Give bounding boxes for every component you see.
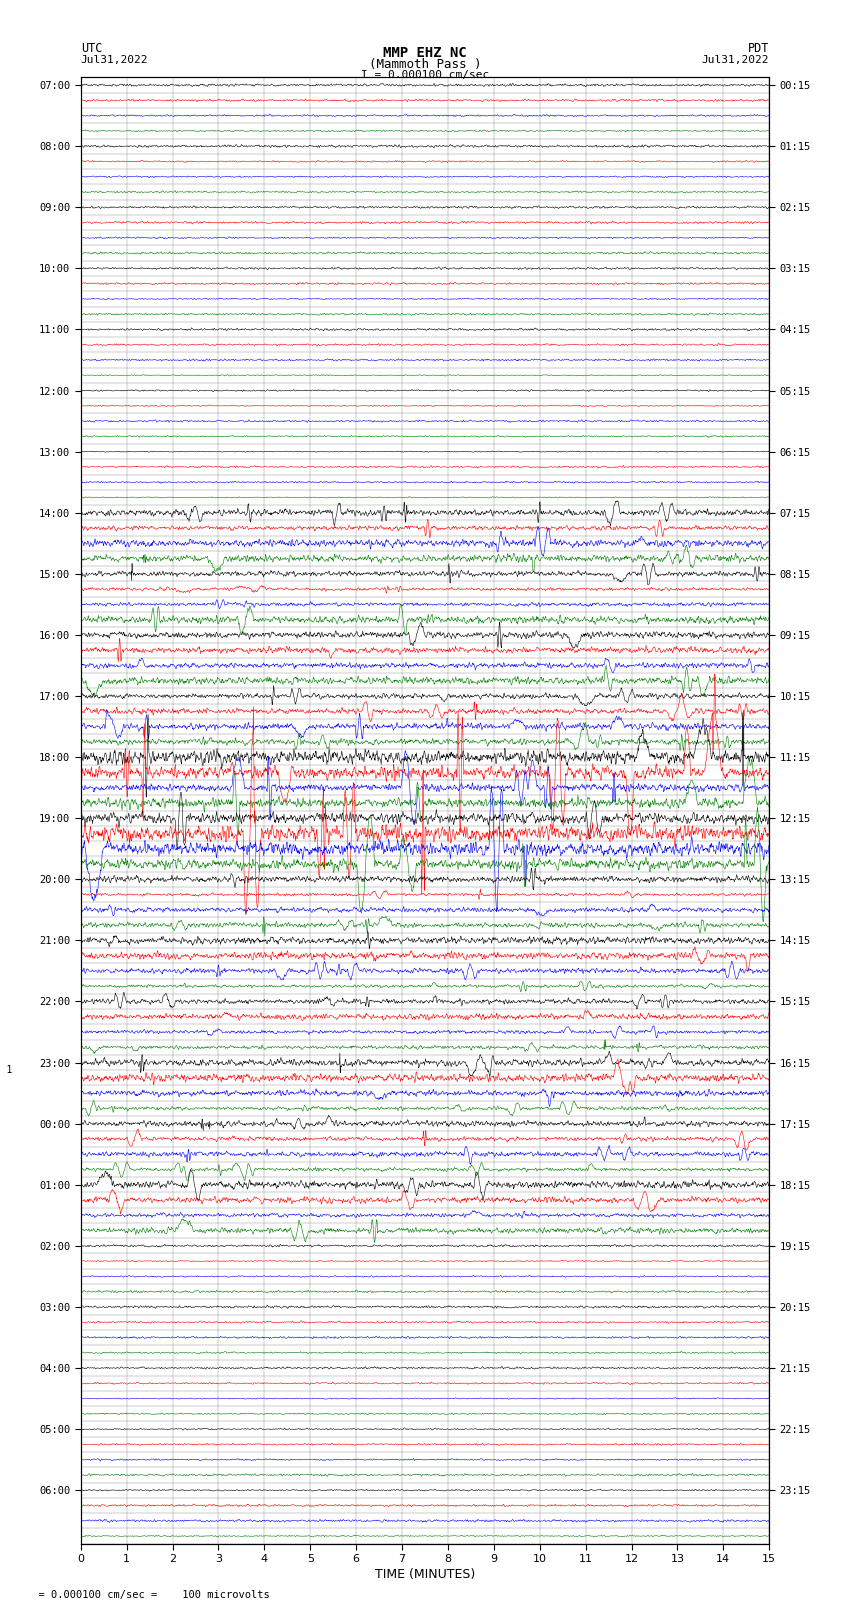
Text: Aug 1: Aug 1 — [0, 1065, 12, 1076]
Text: Jul31,2022: Jul31,2022 — [702, 55, 769, 65]
Text: (Mammoth Pass ): (Mammoth Pass ) — [369, 58, 481, 71]
Text: PDT: PDT — [748, 42, 769, 55]
Text: Jul31,2022: Jul31,2022 — [81, 55, 148, 65]
Text: = 0.000100 cm/sec =    100 microvolts: = 0.000100 cm/sec = 100 microvolts — [26, 1590, 269, 1600]
Text: MMP EHZ NC: MMP EHZ NC — [383, 47, 467, 60]
Text: UTC: UTC — [81, 42, 102, 55]
X-axis label: TIME (MINUTES): TIME (MINUTES) — [375, 1568, 475, 1581]
Text: I = 0.000100 cm/sec: I = 0.000100 cm/sec — [361, 69, 489, 79]
